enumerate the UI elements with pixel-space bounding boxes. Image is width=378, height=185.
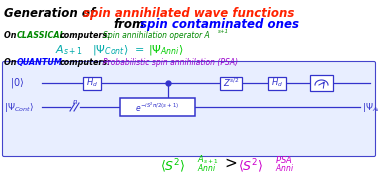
Text: On: On <box>4 31 19 40</box>
Text: $e^{-iS^{2}\pi/2(s+1)}$: $e^{-iS^{2}\pi/2(s+1)}$ <box>135 100 180 114</box>
Text: QUANTUM: QUANTUM <box>17 58 63 67</box>
Text: computers:: computers: <box>60 58 112 67</box>
Text: $=$: $=$ <box>132 43 144 53</box>
Text: computers:: computers: <box>60 31 112 40</box>
Text: $PSA$: $PSA$ <box>275 154 293 165</box>
Text: Generation of: Generation of <box>4 7 99 20</box>
Text: Spin annihilation operator A: Spin annihilation operator A <box>103 31 210 40</box>
Text: $|0\rangle$: $|0\rangle$ <box>10 76 25 90</box>
Text: $|\Psi_{Anni}\rangle$: $|\Psi_{Anni}\rangle$ <box>148 43 184 57</box>
Text: On: On <box>4 58 19 67</box>
Text: $|\Psi_{Anni}\rangle$: $|\Psi_{Anni}\rangle$ <box>362 100 378 114</box>
Bar <box>310 75 333 91</box>
Text: spin annihilated wave functions: spin annihilated wave functions <box>83 7 294 20</box>
Text: $H_d$: $H_d$ <box>271 77 283 89</box>
Text: $Anni$: $Anni$ <box>275 162 294 173</box>
Text: $A_{s+1}$: $A_{s+1}$ <box>197 154 218 166</box>
Text: CLASSICAL: CLASSICAL <box>17 31 66 40</box>
Bar <box>83 77 101 90</box>
Text: $\langle S^2\rangle$: $\langle S^2\rangle$ <box>160 157 185 175</box>
Text: $|\Psi_{Cont}\rangle$: $|\Psi_{Cont}\rangle$ <box>4 100 34 114</box>
Text: s+1: s+1 <box>218 29 229 34</box>
Text: spin contaminated ones: spin contaminated ones <box>140 18 299 31</box>
Text: n: n <box>73 99 77 105</box>
Text: $>$: $>$ <box>222 156 238 171</box>
Text: $\mathit{A}_{s+1}$: $\mathit{A}_{s+1}$ <box>55 43 83 57</box>
Text: $Z^{s/2}$: $Z^{s/2}$ <box>223 77 239 89</box>
Bar <box>120 98 195 116</box>
Text: $H_d$: $H_d$ <box>86 77 98 89</box>
Text: Probabilistic spin annihilation (PSA): Probabilistic spin annihilation (PSA) <box>103 58 238 67</box>
Text: $Anni$: $Anni$ <box>197 162 216 173</box>
Bar <box>220 77 242 90</box>
Text: from: from <box>113 18 144 31</box>
Text: $\langle S^2\rangle$: $\langle S^2\rangle$ <box>238 157 263 175</box>
Bar <box>268 77 286 90</box>
Text: $|\Psi_{Cont}\rangle$: $|\Psi_{Cont}\rangle$ <box>92 43 129 57</box>
FancyBboxPatch shape <box>3 61 375 157</box>
